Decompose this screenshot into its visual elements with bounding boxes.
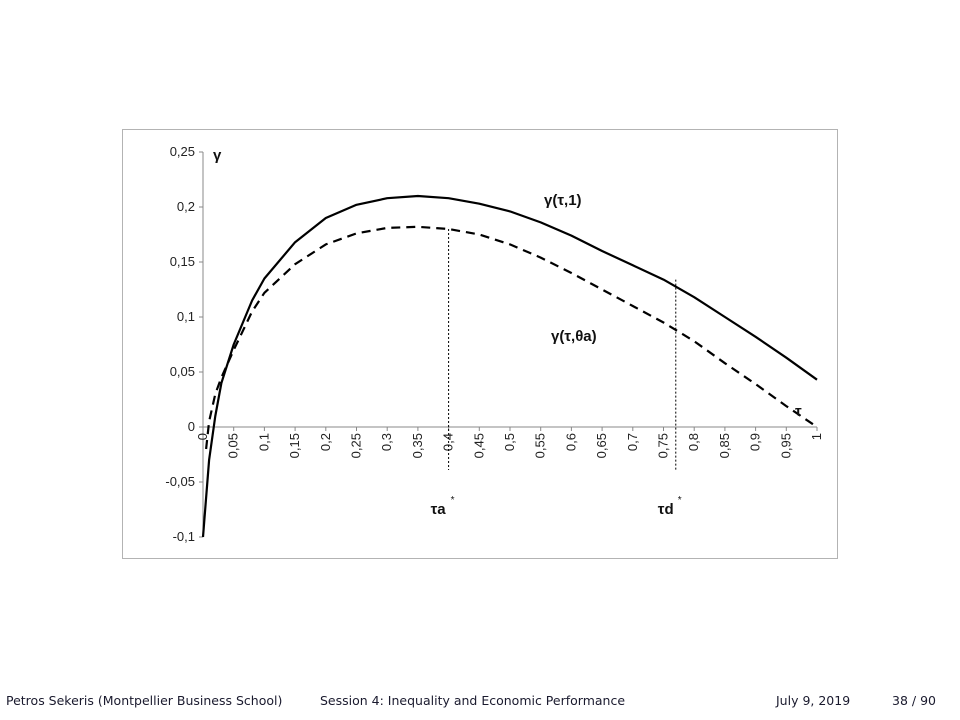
x-axis-label: τ	[795, 403, 802, 420]
y-tick-label: 0,2	[177, 199, 195, 214]
x-tick-label: 0,9	[748, 433, 763, 451]
y-tick-label: 0,05	[170, 364, 195, 379]
y-tick-label: 0	[188, 419, 195, 434]
x-tick-label: 0,1	[256, 433, 271, 451]
x-tick-label: 0,7	[625, 433, 640, 451]
x-tick-label: 0,8	[686, 433, 701, 451]
x-tick-label: 0,95	[778, 433, 793, 458]
y-tick-label: 0,15	[170, 254, 195, 269]
x-tick-label: 0,45	[471, 433, 486, 458]
x-tick-label: 1	[809, 433, 824, 440]
x-tick-label: 0,15	[287, 433, 302, 458]
y-tick-label: -0,05	[165, 474, 195, 489]
series-label-2: γ(τ,θa)	[551, 328, 597, 345]
x-tick-label: 0,2	[318, 433, 333, 451]
footer-page: 38 / 90	[892, 693, 936, 708]
x-tick-label: 0,3	[379, 433, 394, 451]
x-tick-label: 0,65	[594, 433, 609, 458]
x-tick-label: 0,05	[226, 433, 241, 458]
y-tick-label: -0,1	[173, 529, 195, 544]
x-tick-label: 0,5	[502, 433, 517, 451]
slide-footer: Petros Sekeris (Montpellier Business Sch…	[0, 693, 960, 715]
axes: -0,1 -0,05 0 0,05 0,1 0,15 0,2 0,25 0 0,05 0,1 0,15…	[165, 144, 824, 544]
series-line-2	[205, 225, 818, 450]
y-tick-label: 0,1	[177, 309, 195, 324]
x-tick-label: 0,85	[717, 433, 732, 458]
series-lines	[201, 194, 818, 538]
x-tick-label: 0,25	[349, 433, 364, 458]
x-tick-label: 0,6	[563, 433, 578, 451]
y-tick-label: 0,25	[170, 144, 195, 159]
footer-title: Session 4: Inequality and Economic Perfo…	[320, 693, 626, 708]
chart-frame: -0,1 -0,05 0 0,05 0,1 0,15 0,2 0,25 0 0,05 0,1 0,15…	[122, 129, 838, 559]
series-line-1	[201, 194, 818, 538]
x-tick-label: 0	[195, 433, 210, 440]
marker-sup-1: *	[451, 495, 455, 506]
series-label-1: γ(τ,1)	[544, 192, 582, 209]
y-axis-label: γ	[213, 147, 222, 164]
x-tick-label: 0,35	[410, 433, 425, 458]
x-tick-label: 0,75	[656, 433, 671, 458]
line-chart: -0,1 -0,05 0 0,05 0,1 0,15 0,2 0,25 0 0,05 0,1 0,15…	[165, 144, 824, 544]
labels: τa * τd * γ τ γ(τ,1) γ(τ,θa)	[213, 147, 802, 518]
marker-guides	[448, 229, 677, 470]
marker-sup-2: *	[678, 495, 682, 506]
footer-date: July 9, 2019	[776, 693, 851, 708]
marker-label-1: τa	[431, 501, 447, 518]
x-tick-label: 0,55	[533, 433, 548, 458]
marker-label-2: τd	[658, 501, 674, 518]
footer-author: Petros Sekeris (Montpellier Business Sch…	[6, 693, 283, 708]
